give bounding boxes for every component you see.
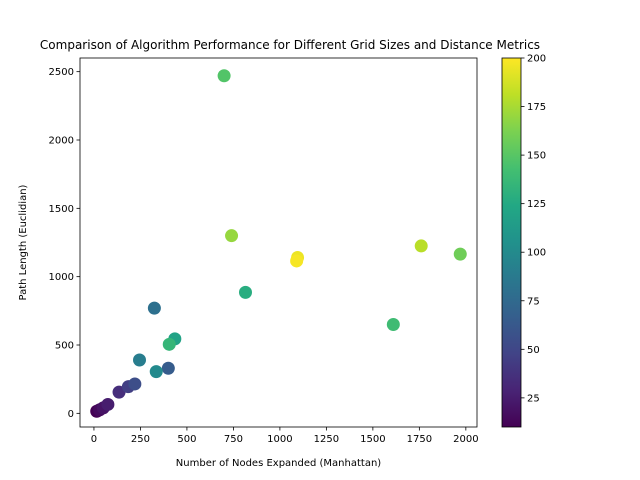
data-point: [162, 337, 176, 351]
x-tick-label: 1500: [360, 434, 385, 445]
y-axis: 0 500 1000 1500 2000 2500: [49, 67, 80, 420]
colorbar-tick-label: 50: [527, 345, 540, 356]
colorbar-tick-label: 25: [527, 393, 540, 404]
y-tick-label: 0: [68, 409, 74, 420]
data-point: [101, 397, 115, 411]
x-tick-label: 1250: [314, 434, 339, 445]
x-tick-label: 750: [224, 434, 243, 445]
colorbar-gradient: [501, 57, 522, 428]
data-point: [453, 247, 467, 261]
data-point: [133, 353, 147, 367]
x-axis: 0 250 500 750 1000 1250 1500 1750 2000: [91, 427, 479, 445]
colorbar-tick-label: 175: [527, 102, 546, 113]
y-tick-label: 2500: [49, 67, 74, 78]
colorbar: 25 50 75 100 125 150 175 200: [501, 54, 546, 428]
x-tick-label: 250: [131, 434, 150, 445]
y-tick-label: 500: [55, 341, 74, 352]
y-tick-label: 1500: [49, 204, 74, 215]
y-tick-label: 1000: [49, 272, 74, 283]
x-tick-label: 0: [91, 434, 97, 445]
data-point: [161, 361, 175, 375]
y-axis-label: Path Length (Euclidian): [18, 184, 29, 300]
data-point: [128, 377, 142, 391]
data-point: [290, 254, 304, 268]
data-points: [90, 69, 467, 418]
data-point: [217, 69, 231, 83]
data-point: [225, 229, 239, 243]
y-tick-label: 2000: [49, 136, 74, 147]
x-tick-label: 1000: [267, 434, 292, 445]
data-point: [147, 301, 161, 315]
plot-area: 0 250 500 750 1000 1250 1500 1750 2000 0 500 1000 1…: [49, 57, 479, 445]
colorbar-tick-label: 100: [527, 248, 546, 259]
plot-frame: [79, 57, 478, 428]
data-point: [414, 239, 428, 253]
colorbar-tick-label: 75: [527, 296, 540, 307]
colorbar-tick-label: 150: [527, 151, 546, 162]
colorbar-tick-label: 200: [527, 54, 546, 65]
colorbar-tick-label: 125: [527, 199, 546, 210]
x-tick-label: 2000: [453, 434, 478, 445]
colorbar-ticks: 25 50 75 100 125 150 175 200: [521, 54, 546, 404]
data-point: [149, 365, 163, 379]
data-point: [386, 318, 400, 331]
data-point: [238, 285, 252, 299]
x-tick-label: 1750: [407, 434, 432, 445]
x-axis-label: Number of Nodes Expanded (Manhattan): [176, 458, 381, 469]
chart-title: Comparison of Algorithm Performance for …: [40, 38, 540, 52]
x-tick-label: 500: [177, 434, 196, 445]
